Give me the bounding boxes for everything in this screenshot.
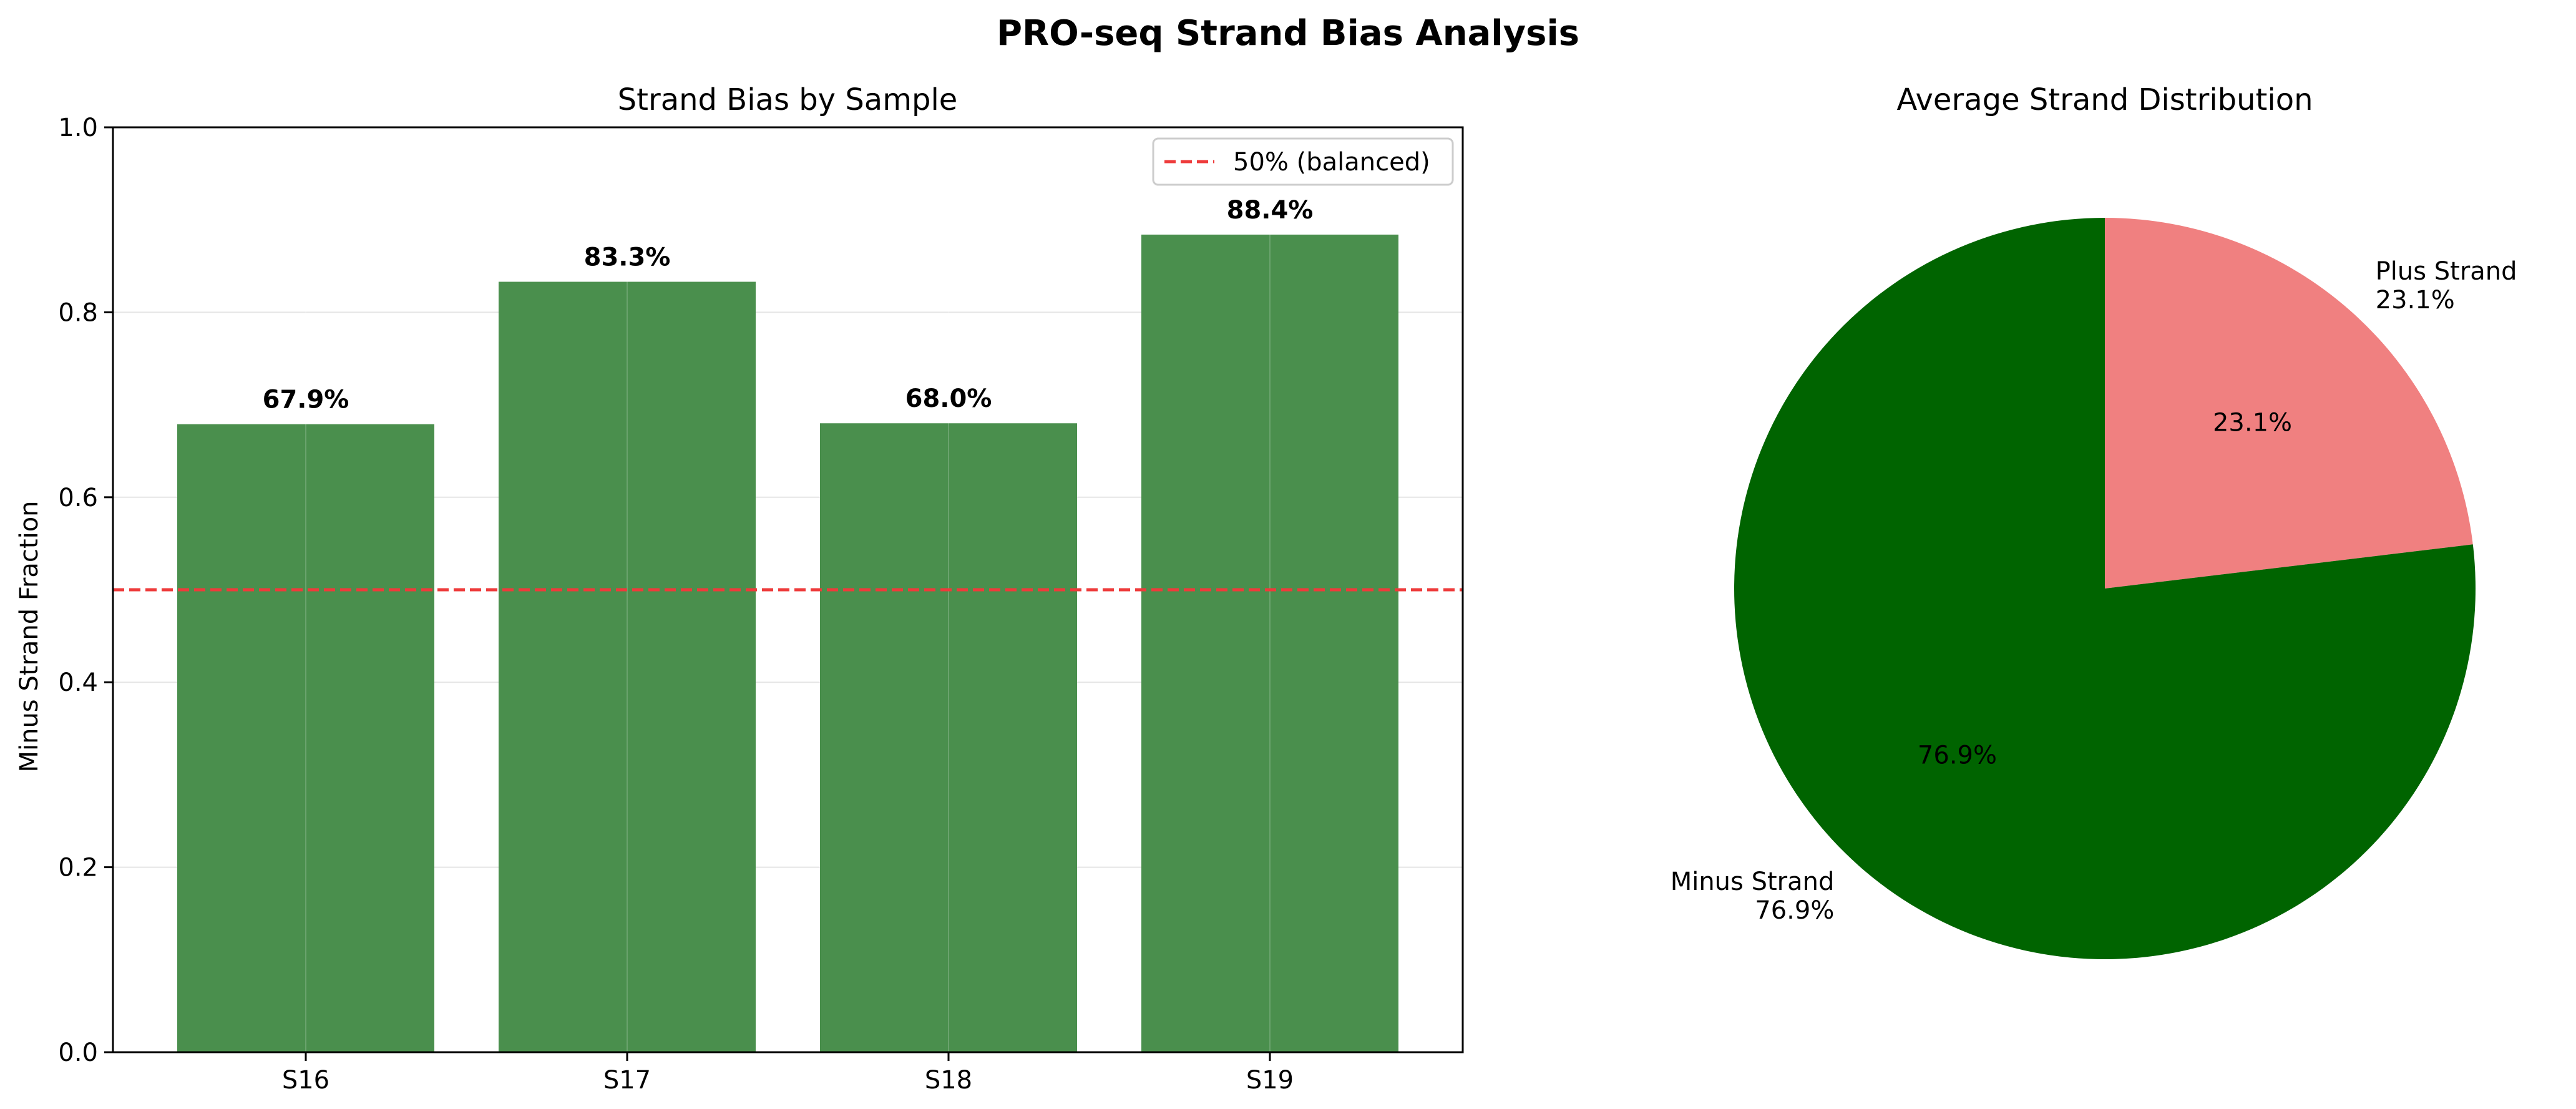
x-tick-label: S17: [603, 1066, 651, 1095]
bar-axes-frame: [112, 126, 1464, 1053]
x-tick-label: S16: [282, 1066, 329, 1095]
pie-chart-title: Average Strand Distribution: [1897, 82, 2313, 117]
pie-chart: Average Strand Distribution 23.1%Plus St…: [1671, 82, 2517, 959]
pie-slice-plus-strand: [2105, 218, 2473, 589]
bar-x-ticks: S16 S17 S18 S19: [282, 1052, 1294, 1095]
y-tick-label: 0.4: [58, 668, 98, 697]
bar-chart: Strand Bias by Sample 0.0 0.2 0.4 0.6 0.8 1.0…: [15, 82, 1464, 1095]
bar-y-ticks: 0.0 0.2 0.4 0.6 0.8 1.0: [58, 114, 113, 1067]
bar-s17: [499, 281, 756, 1052]
pie-outer-label-name: Minus Strand: [1671, 867, 1835, 896]
figure-title: PRO-seq Strand Bias Analysis: [997, 13, 1579, 54]
pie-pct-label: 76.9%: [1918, 741, 1997, 770]
bar-value-labels: 67.9% 83.3% 68.0% 88.4%: [263, 196, 1314, 414]
bar-y-axis-label: Minus Strand Fraction: [15, 501, 44, 772]
bar-value-label: 83.3%: [584, 243, 671, 271]
bar-legend: 50% (balanced): [1152, 137, 1454, 186]
pie-outer-label: Minus Strand 76.9%: [1671, 867, 1835, 925]
bar-value-label: 67.9%: [263, 386, 349, 414]
pie-slices: [1734, 218, 2476, 959]
pie-slice-minus-strand: [1734, 218, 2476, 959]
bar-bars: [177, 127, 1398, 1052]
pie-outer-label-pct: 76.9%: [1755, 896, 1834, 925]
pie-outer-label-name: Plus Strand: [2376, 257, 2517, 286]
bar-value-label: 68.0%: [905, 384, 992, 413]
pie-labels: 23.1%Plus Strand 23.1%76.9%Minus Strand 76…: [1671, 257, 2517, 925]
pie-pct-label: 23.1%: [2213, 408, 2292, 437]
x-tick-label: S18: [925, 1066, 972, 1095]
bar-s18: [820, 423, 1077, 1052]
y-tick-label: 0.6: [58, 484, 98, 512]
pie-outer-label-pct: 23.1%: [2376, 286, 2455, 315]
y-tick-label: 0.0: [58, 1038, 98, 1067]
legend-box: [1152, 137, 1454, 186]
bar-chart-title: Strand Bias by Sample: [618, 82, 958, 117]
y-tick-label: 0.8: [58, 298, 98, 327]
bar-value-label: 88.4%: [1227, 196, 1314, 225]
bar-s16: [177, 424, 434, 1052]
y-tick-label: 0.2: [58, 854, 98, 882]
bar-s19: [1141, 234, 1398, 1052]
legend-label: 50% (balanced): [1233, 148, 1430, 177]
y-tick-label: 1.0: [58, 114, 98, 142]
x-tick-label: S19: [1246, 1066, 1294, 1095]
pie-outer-label: Plus Strand 23.1%: [2376, 257, 2517, 315]
